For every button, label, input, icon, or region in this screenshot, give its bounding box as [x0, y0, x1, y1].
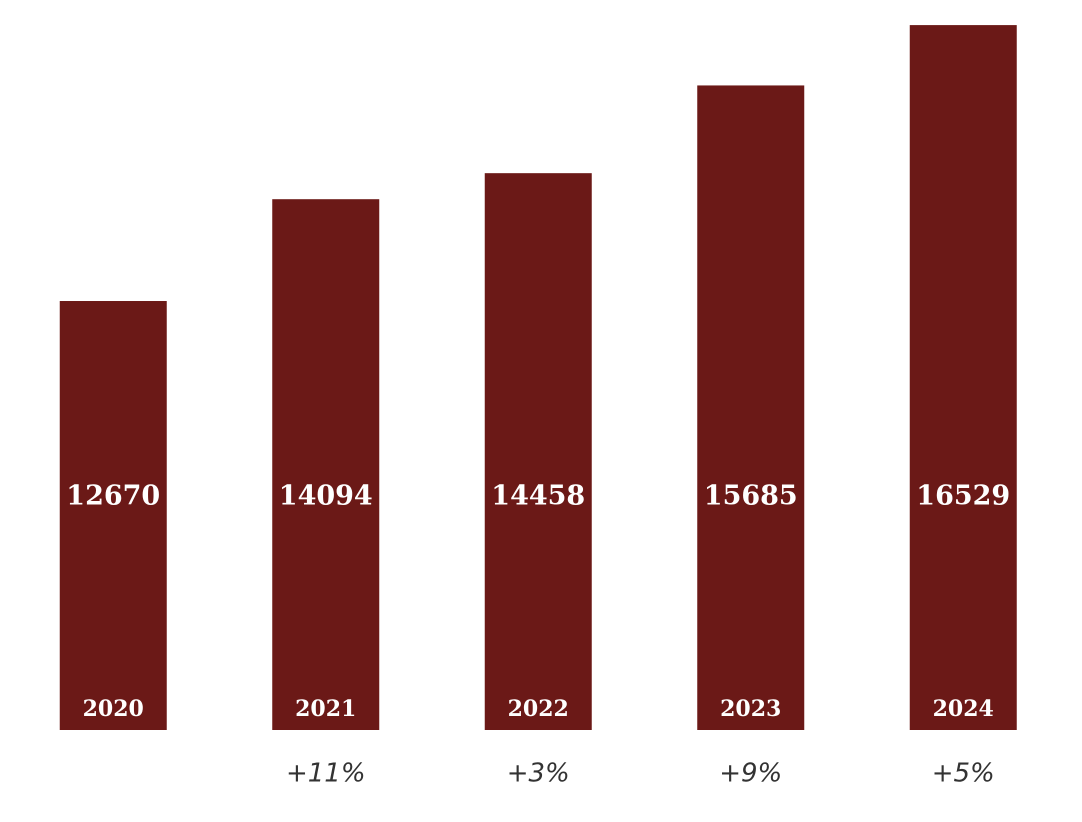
bar [272, 199, 380, 731]
x-tick-label: 2022 [508, 696, 569, 722]
value-label: 14458 [491, 481, 585, 512]
bar [484, 173, 592, 731]
bar [59, 301, 167, 730]
x-tick-label: 2023 [720, 696, 781, 722]
change-label: +3% [507, 759, 570, 789]
x-tick-label: 2020 [83, 696, 144, 722]
change-label: +5% [932, 759, 995, 789]
x-tick-label: 2024 [933, 696, 994, 722]
value-label: 16529 [916, 481, 1010, 512]
bar [697, 85, 805, 731]
x-tick-label: 2021 [295, 696, 356, 722]
change-label: +11% [286, 759, 366, 789]
bar [909, 25, 1017, 730]
value-label: 14094 [279, 481, 373, 512]
value-label: 12670 [66, 481, 160, 512]
value-label: 15685 [704, 481, 798, 512]
change-label: +9% [719, 759, 782, 789]
